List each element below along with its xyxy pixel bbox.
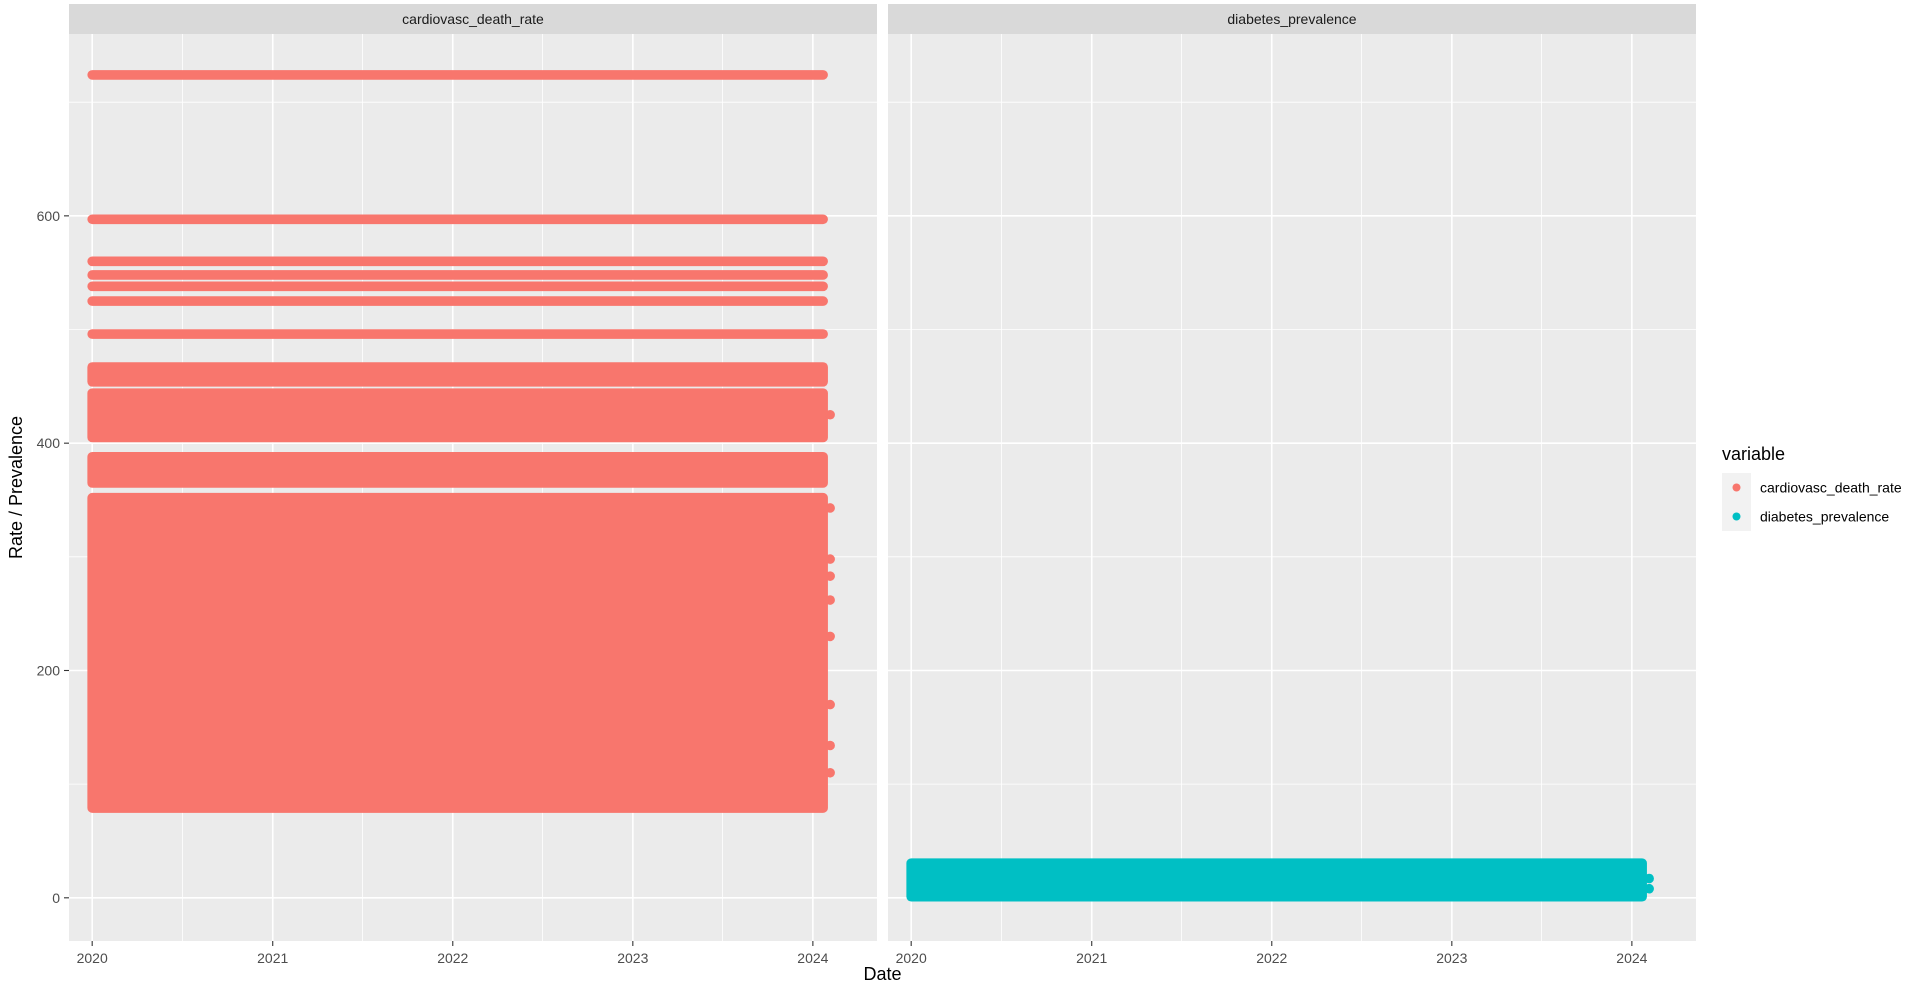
legend-title: variable — [1722, 444, 1785, 464]
data-point — [825, 571, 835, 581]
data-point — [825, 767, 835, 778]
data-point — [825, 503, 835, 513]
data-point — [825, 595, 835, 605]
data-point — [825, 409, 835, 420]
data-point — [825, 631, 835, 642]
x-tick-label: 2021 — [1076, 950, 1107, 966]
y-axis-title: Rate / Prevalence — [6, 416, 26, 559]
data-point — [1644, 883, 1654, 894]
data-point — [825, 554, 835, 564]
x-tick-label: 2024 — [1616, 950, 1647, 966]
y-tick-label: 600 — [37, 208, 61, 224]
data-point — [825, 699, 835, 710]
x-tick-label: 2020 — [77, 950, 108, 966]
x-tick-label: 2024 — [797, 950, 828, 966]
x-tick-label: 2023 — [1436, 950, 1467, 966]
data-point-band — [906, 858, 1647, 902]
data-point-band — [87, 492, 828, 813]
x-tick-label: 2022 — [1256, 950, 1287, 966]
x-tick-label: 2023 — [617, 950, 648, 966]
series-diabetes_prevalence-points — [906, 858, 1654, 902]
legend: variable cardiovasc_death_rate diabetes_pr… — [1722, 444, 1902, 531]
data-point-band — [87, 388, 828, 443]
y-tick-label: 400 — [37, 435, 61, 451]
facet-panel-diabetes_prevalence: diabetes_prevalence 2020 2021 2022 2023 2024 — [888, 4, 1696, 966]
data-point-line — [87, 70, 828, 80]
facet-strip — [888, 4, 1696, 34]
series-cardiovasc_death_rate-points — [87, 70, 835, 813]
legend-label: cardiovasc_death_rate — [1760, 480, 1902, 496]
legend-label: diabetes_prevalence — [1760, 509, 1889, 525]
data-point-line — [87, 296, 828, 306]
x-tick-label: 2020 — [896, 950, 927, 966]
facet-strip-label: cardiovasc_death_rate — [402, 11, 544, 27]
data-point-band — [87, 362, 828, 387]
facet-strip — [69, 4, 877, 34]
legend-key-dot — [1732, 512, 1741, 521]
y-tick-label: 200 — [37, 662, 61, 678]
panel-background — [888, 34, 1696, 941]
legend-key-dot — [1732, 483, 1741, 492]
data-point-line — [87, 329, 828, 339]
data-point — [825, 740, 835, 751]
data-point — [1644, 873, 1654, 884]
x-tick-label: 2022 — [437, 950, 468, 966]
data-point-line — [87, 214, 828, 225]
data-point-line — [87, 256, 828, 267]
facet-strip-label: diabetes_prevalence — [1227, 11, 1356, 27]
data-point-band — [87, 452, 828, 488]
y-tick-label: 0 — [52, 890, 60, 906]
data-point-line — [87, 281, 828, 292]
x-axis-title: Date — [863, 964, 901, 984]
x-tick-label: 2021 — [257, 950, 288, 966]
data-point-line — [87, 270, 828, 280]
facet-panel-cardiovasc_death_rate: cardiovasc_death_rate 2020 2021 2022 2023 202… — [37, 4, 877, 966]
